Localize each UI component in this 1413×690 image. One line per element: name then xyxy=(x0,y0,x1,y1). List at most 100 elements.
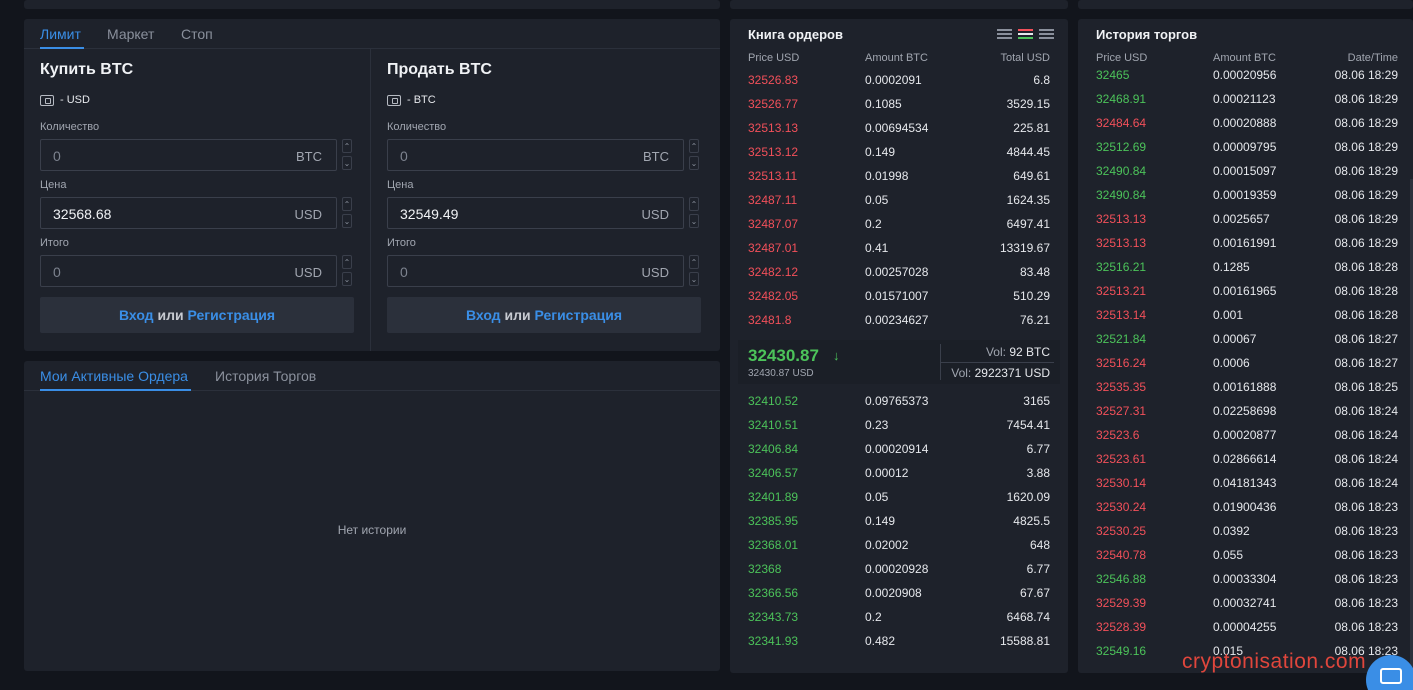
sell-total-field[interactable]: 0 USD xyxy=(387,255,684,287)
bid-row[interactable]: 32406.57 0.00012 3.88 xyxy=(730,461,1068,485)
bid-row[interactable]: 32368.01 0.02002 648 xyxy=(730,533,1068,557)
ask-row[interactable]: 32513.11 0.01998 649.61 xyxy=(730,164,1068,188)
bid-row-price: 32341.93 xyxy=(748,634,799,648)
trade-price: 32513.13 xyxy=(1096,212,1147,226)
ask-row[interactable]: 32487.11 0.05 1624.35 xyxy=(730,188,1068,212)
trade-price: 32516.24 xyxy=(1096,356,1147,370)
active-orders-panel: Мои Активные Ордера История Торгов Нет и… xyxy=(24,361,720,671)
chevron-down-icon[interactable]: ⌄ xyxy=(689,272,699,286)
last-price-usd: 32430.87 USD xyxy=(748,368,814,379)
chevron-up-icon[interactable]: ⌃ xyxy=(689,139,699,153)
bid-row[interactable]: 32410.52 0.09765373 3165 xyxy=(730,389,1068,413)
ask-row-amount: 0.2 xyxy=(865,217,882,231)
scrollbar[interactable] xyxy=(1410,179,1413,690)
trade-date: 08.06 18:23 xyxy=(1334,620,1398,634)
ask-row[interactable]: 32482.12 0.00257028 83.48 xyxy=(730,260,1068,284)
trade-amount: 0.00019359 xyxy=(1213,188,1277,202)
ask-row[interactable]: 32526.83 0.0002091 6.8 xyxy=(730,68,1068,92)
trade-row: 32513.13 0.00161991 08.06 18:29 xyxy=(1078,236,1413,260)
sell-price-field[interactable]: 32549.49 USD xyxy=(387,197,684,229)
ask-row-total: 225.81 xyxy=(1013,121,1050,135)
buy-total-field[interactable]: 0 USD xyxy=(40,255,337,287)
ask-row[interactable]: 32482.05 0.01571007 510.29 xyxy=(730,284,1068,308)
trade-date: 08.06 18:27 xyxy=(1334,332,1398,346)
chevron-down-icon[interactable]: ⌄ xyxy=(342,214,352,228)
trade-amount: 0.0392 xyxy=(1213,524,1250,538)
trade-amount: 0.015 xyxy=(1213,644,1244,658)
sell-qty-field[interactable]: 0 BTC xyxy=(387,139,684,171)
chevron-up-icon[interactable]: ⌃ xyxy=(689,197,699,211)
trade-amount: 0.00020888 xyxy=(1213,116,1277,130)
buy-qty-unit: BTC xyxy=(296,149,322,164)
bid-row[interactable]: 32343.73 0.2 6468.74 xyxy=(730,605,1068,629)
chevron-up-icon[interactable]: ⌃ xyxy=(342,139,352,153)
trade-date: 08.06 18:29 xyxy=(1334,212,1398,226)
bid-row[interactable]: 32368 0.00020928 6.77 xyxy=(730,557,1068,581)
view-both-icon[interactable] xyxy=(997,28,1012,40)
ask-row[interactable]: 32513.12 0.149 4844.45 xyxy=(730,140,1068,164)
tab-market[interactable]: Маркет xyxy=(107,26,155,42)
bid-row[interactable]: 32410.51 0.23 7454.41 xyxy=(730,413,1068,437)
trade-amount: 0.1285 xyxy=(1213,260,1250,274)
sell-qty-stepper[interactable]: ⌃ ⌄ xyxy=(689,139,699,171)
buy-login-button[interactable]: Вход или Регистрация xyxy=(40,297,354,333)
view-compact-icon[interactable] xyxy=(1039,28,1054,40)
login-link[interactable]: Вход xyxy=(465,307,501,323)
chevron-down-icon[interactable]: ⌄ xyxy=(689,156,699,170)
buy-title: Купить BTC xyxy=(40,61,134,78)
bid-row[interactable]: 32406.84 0.00020914 6.77 xyxy=(730,437,1068,461)
chevron-down-icon[interactable]: ⌄ xyxy=(342,272,352,286)
buy-price-stepper[interactable]: ⌃ ⌄ xyxy=(342,197,352,229)
bid-row[interactable]: 32366.56 0.0020908 67.67 xyxy=(730,581,1068,605)
sell-wallet-balance: - BTC xyxy=(407,94,436,106)
ask-row[interactable]: 32487.01 0.41 13319.67 xyxy=(730,236,1068,260)
ask-row-price: 32513.13 xyxy=(748,121,799,135)
ask-row-price: 32513.11 xyxy=(748,169,798,183)
trade-row: 32490.84 0.00019359 08.06 18:29 xyxy=(1078,188,1413,212)
bid-row[interactable]: 32401.89 0.05 1620.09 xyxy=(730,485,1068,509)
buy-price-field[interactable]: 32568.68 USD xyxy=(40,197,337,229)
trade-date: 08.06 18:23 xyxy=(1334,524,1398,538)
trade-date: 08.06 18:29 xyxy=(1334,188,1398,202)
ask-row[interactable]: 32526.77 0.1085 3529.15 xyxy=(730,92,1068,116)
bid-row-price: 32410.51 xyxy=(748,418,799,432)
chevron-down-icon[interactable]: ⌄ xyxy=(689,214,699,228)
bid-row-price: 32385.95 xyxy=(748,514,799,528)
trade-price: 32512.69 xyxy=(1096,140,1147,154)
bid-row[interactable]: 32341.93 0.482 15588.81 xyxy=(730,629,1068,653)
trade-amount: 0.00004255 xyxy=(1213,620,1277,634)
chevron-up-icon[interactable]: ⌃ xyxy=(342,197,352,211)
trade-price: 32546.88 xyxy=(1096,572,1147,586)
sell-login-button[interactable]: Вход или Регистрация xyxy=(387,297,701,333)
bid-row-total: 4825.5 xyxy=(1013,514,1050,528)
trade-price: 32513.14 xyxy=(1096,308,1147,322)
ask-row-amount: 0.01998 xyxy=(865,169,909,183)
sell-total-stepper[interactable]: ⌃ ⌄ xyxy=(689,255,699,287)
chevron-down-icon[interactable]: ⌄ xyxy=(342,156,352,170)
tab-stop[interactable]: Стоп xyxy=(181,26,213,42)
vol-divider-h xyxy=(940,362,1054,363)
sell-price-stepper[interactable]: ⌃ ⌄ xyxy=(689,197,699,229)
buy-qty-stepper[interactable]: ⌃ ⌄ xyxy=(342,139,352,171)
register-link[interactable]: Регистрация xyxy=(187,307,276,323)
ask-row[interactable]: 32481.8 0.00234627 76.21 xyxy=(730,308,1068,332)
tab-limit[interactable]: Лимит xyxy=(40,26,81,42)
chat-button[interactable] xyxy=(1366,655,1413,690)
trade-date: 08.06 18:24 xyxy=(1334,428,1398,442)
trade-price: 32549.16 xyxy=(1096,644,1147,658)
tab-active-orders[interactable]: Мои Активные Ордера xyxy=(40,368,188,384)
ask-row[interactable]: 32487.07 0.2 6497.41 xyxy=(730,212,1068,236)
ask-row[interactable]: 32513.13 0.00694534 225.81 xyxy=(730,116,1068,140)
tab-trade-history[interactable]: История Торгов xyxy=(215,368,317,384)
ask-row-total: 1624.35 xyxy=(1006,193,1050,207)
trade-date: 08.06 18:29 xyxy=(1334,92,1398,106)
buy-qty-field[interactable]: 0 BTC xyxy=(40,139,337,171)
bid-row-amount: 0.05 xyxy=(865,490,889,504)
buy-total-stepper[interactable]: ⌃ ⌄ xyxy=(342,255,352,287)
view-asks-bids-icon[interactable] xyxy=(1018,28,1033,40)
bid-row[interactable]: 32385.95 0.149 4825.5 xyxy=(730,509,1068,533)
chevron-up-icon[interactable]: ⌃ xyxy=(342,255,352,269)
login-link[interactable]: Вход xyxy=(118,307,154,323)
register-link[interactable]: Регистрация xyxy=(534,307,623,323)
chevron-up-icon[interactable]: ⌃ xyxy=(689,255,699,269)
